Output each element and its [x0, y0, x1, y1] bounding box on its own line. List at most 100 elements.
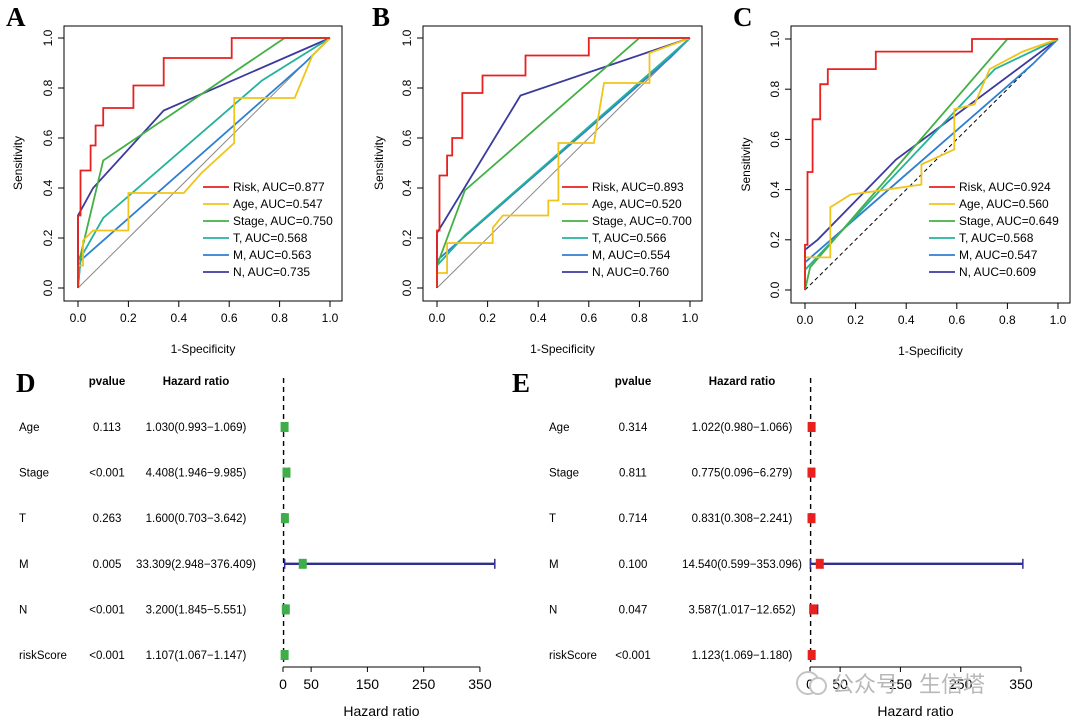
wechat-icon-bubble [809, 677, 827, 695]
y-tick-label-c: 1.0 [768, 30, 782, 47]
row-pvalue-d: <0.001 [89, 650, 125, 662]
x-tick-label-e: 150 [889, 676, 913, 692]
diagonal-reference-b [436, 37, 691, 289]
row-pvalue-e: 0.811 [619, 468, 647, 480]
panel-label-b: B [372, 2, 390, 32]
x-tick-label-e: 250 [949, 676, 973, 692]
roc-line-age-c [804, 38, 1059, 290]
legend-entry-age-a: Age, AUC=0.547 [233, 197, 323, 211]
diagonal-reference-c [804, 38, 1059, 291]
hazard-ratio-box-e [809, 604, 818, 615]
legend-entry-n-c: N, AUC=0.609 [959, 265, 1036, 279]
y-axis-label-a: Sensitivity [11, 136, 25, 190]
roc-panel-a: 0.0 0.2 0.4 0.6 0.8 1.0 0.0 0.2 0.4 0.6 0.8 1.0 1-Sp… [11, 25, 343, 356]
row-pvalue-d: 0.263 [93, 513, 122, 525]
legend-entry-n-b: N, AUC=0.760 [592, 265, 669, 279]
column-header-pvalue-d: pvalue [89, 376, 125, 388]
row-label-e: T [549, 513, 556, 525]
x-tick-label-d: 250 [412, 676, 436, 692]
hazard-ratio-box-e [807, 422, 816, 432]
y-tick-label-a: 1.0 [41, 29, 55, 46]
x-axis-label-e: Hazard ratio [877, 703, 953, 719]
legend-entry-m-a: M, AUC=0.563 [233, 248, 312, 262]
legend-entry-risk-b: Risk, AUC=0.893 [592, 180, 684, 194]
hazard-ratio-box-d [298, 558, 307, 569]
row-label-e: M [549, 559, 559, 571]
row-label-d: T [19, 513, 26, 525]
x-axis-label-b: 1-Specificity [530, 342, 595, 356]
y-tick-label-a: 0.6 [41, 129, 55, 146]
panel-label-d: D [16, 368, 36, 398]
x-axis-label-a: 1-Specificity [171, 342, 236, 356]
row-hazard-ratio-d: 1.600(0.703−3.642) [146, 513, 247, 525]
x-tick-label-c: 0.0 [797, 313, 814, 327]
y-tick-label-b: 0.6 [400, 129, 414, 146]
x-tick-label-a: 0.4 [170, 311, 187, 325]
x-tick-label-b: 0.0 [429, 311, 446, 325]
legend-entry-m-c: M, AUC=0.547 [959, 248, 1038, 262]
legend-entry-stage-b: Stage, AUC=0.700 [592, 214, 692, 228]
x-tick-label-d: 350 [468, 676, 492, 692]
panel-label-a: A [6, 2, 26, 32]
roc-line-risk-a [77, 37, 330, 288]
legend-entry-age-c: Age, AUC=0.560 [959, 197, 1049, 211]
hazard-ratio-box-e [815, 558, 824, 569]
y-tick-label-a: 0.4 [41, 179, 55, 196]
hazard-ratio-box-e [807, 650, 816, 660]
x-tick-label-d: 150 [356, 676, 380, 692]
y-tick-label-b: 0.4 [400, 179, 414, 196]
column-header-hazard-ratio-d: Hazard ratio [163, 376, 229, 388]
y-tick-label-c: 0.6 [768, 131, 782, 148]
watermark-text: 公众号 · 生信塔 [832, 673, 985, 698]
y-tick-label-c: 0.8 [768, 81, 782, 98]
roc-panel-b: 0.0 0.2 0.4 0.6 0.8 1.0 0.0 0.2 0.4 0.6 0.8 1.0 1-Sp… [372, 25, 703, 356]
x-tick-label-a: 1.0 [322, 311, 339, 325]
y-axis-label-c: Sensitivity [739, 137, 753, 191]
row-hazard-ratio-e: 3.587(1.017−12.652) [688, 604, 795, 616]
y-tick-label-c: 0.0 [768, 281, 782, 298]
row-hazard-ratio-e: 0.831(0.308−2.241) [692, 513, 793, 525]
y-tick-label-c: 0.2 [768, 231, 782, 248]
x-tick-label-b: 1.0 [682, 311, 699, 325]
legend-entry-t-c: T, AUC=0.568 [959, 231, 1034, 245]
x-tick-label-b: 0.4 [530, 311, 547, 325]
row-label-d: N [19, 604, 27, 616]
hazard-ratio-box-d [282, 467, 291, 478]
x-tick-label-b: 0.2 [479, 311, 496, 325]
y-tick-label-b: 1.0 [400, 29, 414, 46]
row-label-e: riskScore [549, 650, 597, 662]
row-hazard-ratio-e: 14.540(0.599−353.096) [682, 559, 802, 571]
legend-entry-age-b: Age, AUC=0.520 [592, 197, 682, 211]
x-tick-label-e: 50 [832, 676, 848, 692]
legend-entry-m-b: M, AUC=0.554 [592, 248, 671, 262]
hazard-ratio-box-d [280, 422, 289, 432]
x-tick-label-a: 0.0 [70, 311, 87, 325]
hazard-ratio-box-d [280, 650, 289, 660]
hazard-ratio-box-d [281, 604, 290, 615]
legend-entry-stage-a: Stage, AUC=0.750 [233, 214, 333, 228]
x-tick-label-c: 0.6 [948, 313, 965, 327]
row-pvalue-e: <0.001 [615, 650, 651, 662]
row-label-d: Age [19, 422, 39, 434]
x-tick-label-e: 350 [1009, 676, 1033, 692]
row-pvalue-e: 0.100 [619, 559, 648, 571]
x-tick-label-d: 50 [303, 676, 319, 692]
y-axis-label-b: Sensitivity [372, 136, 386, 190]
legend-entry-t-a: T, AUC=0.568 [233, 231, 308, 245]
row-label-d: riskScore [19, 650, 67, 662]
row-pvalue-e: 0.314 [619, 422, 648, 434]
x-axis-label-c: 1-Specificity [898, 344, 963, 358]
legend-entry-risk-c: Risk, AUC=0.924 [959, 180, 1051, 194]
roc-panel-c: 0.0 0.2 0.4 0.6 0.8 1.0 0.0 0.2 0.4 0.6 0.8 1.0 1-Sp… [739, 25, 1071, 358]
x-tick-label-a: 0.6 [221, 311, 238, 325]
row-hazard-ratio-d: 3.200(1.845−5.551) [146, 604, 247, 616]
row-label-e: Stage [549, 468, 579, 480]
roc-line-age-b [436, 37, 691, 288]
legend-entry-stage-c: Stage, AUC=0.649 [959, 214, 1059, 228]
row-label-e: N [549, 604, 557, 616]
column-header-pvalue-e: pvalue [615, 376, 651, 388]
forest-panel-d: pvalue Hazard ratio Age 0.113 1.030(0.993−1.… [19, 376, 496, 719]
hazard-ratio-box-e [807, 513, 816, 524]
x-tick-label-d: 0 [279, 676, 287, 692]
